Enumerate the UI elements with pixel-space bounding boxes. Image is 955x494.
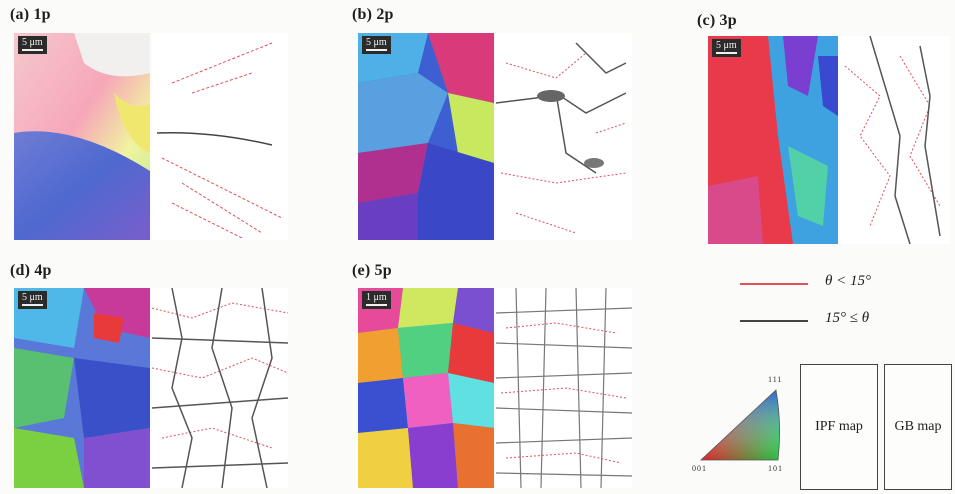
gb-map-key-box: GB map [884, 364, 952, 490]
ipf-map-b: 5 μm [358, 33, 494, 240]
ipf-map-d: 5 μm [14, 288, 150, 488]
ipf-key-label-001: 001 [692, 464, 707, 473]
scale-bar-e: 1 μm [362, 291, 391, 309]
ipf-color-key [696, 385, 786, 470]
panel-label-d: (d) 4p [10, 262, 52, 279]
scale-bar-c: 5 μm [712, 39, 741, 57]
scale-bar-a: 5 μm [18, 36, 47, 54]
gb-map-b [496, 33, 632, 240]
high-angle-legend-line [740, 320, 808, 322]
ipf-map-key-box: IPF map [800, 364, 878, 490]
panel-label-e: (e) 5p [352, 262, 392, 279]
low-angle-legend-text: θ < 15° [825, 273, 871, 289]
gb-map-c [840, 36, 950, 244]
ipf-key-label-101: 101 [768, 464, 783, 473]
gb-map-a [152, 33, 288, 240]
scale-bar-b: 5 μm [362, 36, 391, 54]
high-angle-legend-text: 15° ≤ θ [825, 310, 870, 326]
scale-bar-d: 5 μm [18, 291, 47, 309]
ipf-map-e: 1 μm [358, 288, 494, 488]
ipf-map-a: 5 μm [14, 33, 150, 240]
panel-label-a: (a) 1p [10, 6, 51, 23]
panel-label-c: (c) 3p [697, 12, 737, 29]
ipf-key-label-111: 111 [768, 375, 783, 384]
panel-label-b: (b) 2p [352, 6, 394, 23]
gb-map-e [496, 288, 632, 488]
gb-map-d [152, 288, 288, 488]
ipf-map-c: 5 μm [708, 36, 838, 244]
low-angle-legend-line [740, 283, 808, 285]
